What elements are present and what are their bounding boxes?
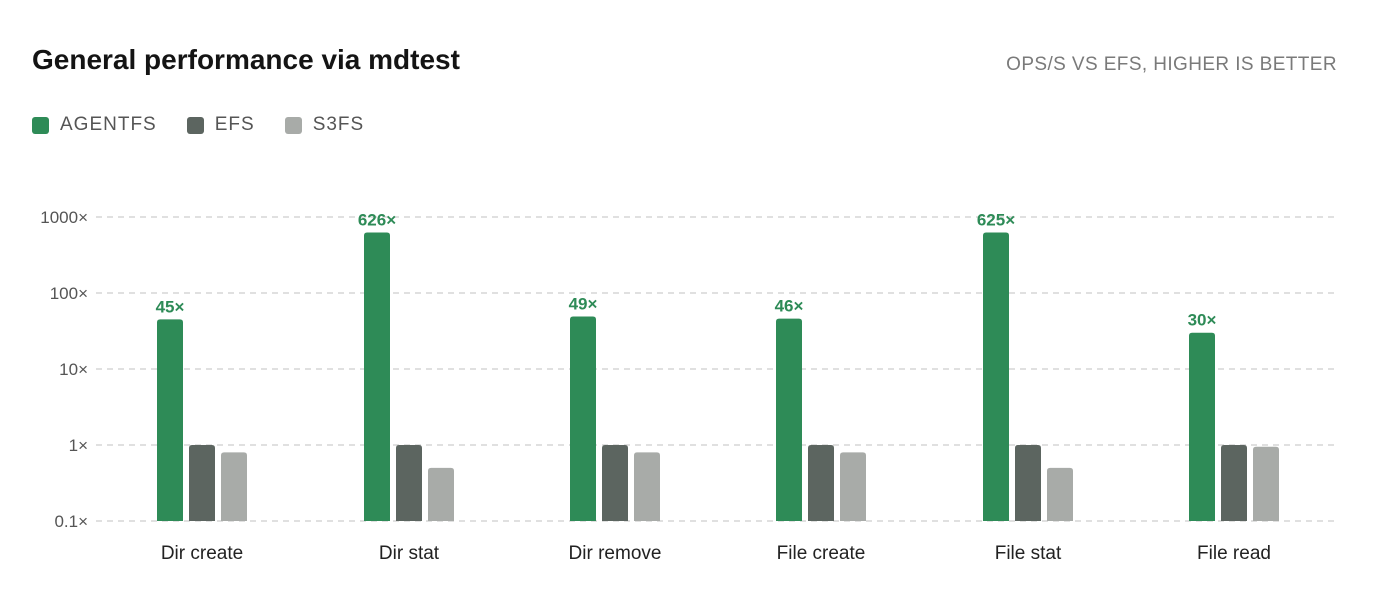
bar-s3fs [428, 467, 454, 521]
bar-efs [396, 445, 422, 521]
legend-label-efs: EFS [214, 114, 255, 135]
bar-s3fs [1253, 446, 1279, 521]
data-label: 49× [569, 295, 598, 314]
bar-s3fs [1047, 467, 1073, 521]
x-category-label: File create [777, 543, 866, 564]
legend: AGENTFS EFS S3FS [32, 114, 364, 136]
x-category-label: Dir remove [569, 543, 662, 564]
bar-efs [189, 445, 215, 521]
bar-agentfs [1189, 332, 1215, 521]
bar-efs [1221, 445, 1247, 521]
bar-s3fs [840, 452, 866, 521]
legend-swatch-efs [186, 116, 204, 134]
legend-swatch-agentfs [32, 116, 49, 134]
bar-efs [1015, 445, 1041, 521]
bar-agentfs [364, 232, 390, 521]
chart-title: General performance via mdtest [32, 44, 460, 75]
y-tick-label: 10× [59, 360, 88, 379]
legend-item-s3fs: S3FS [284, 114, 365, 136]
y-tick-label: 1000× [40, 208, 88, 227]
data-label: 46× [775, 297, 804, 316]
legend-item-agentfs: AGENTFS [32, 114, 157, 136]
y-tick-label: 0.1× [54, 512, 88, 531]
x-category-label: File read [1197, 543, 1271, 564]
data-label: 625× [977, 211, 1015, 230]
bar-agentfs [157, 319, 183, 521]
y-tick-label: 1× [69, 436, 88, 455]
legend-label-agentfs: AGENTFS [60, 114, 157, 135]
bar-efs [602, 445, 628, 521]
x-category-label: Dir create [161, 543, 243, 564]
bar-agentfs [570, 316, 596, 521]
bar-efs [808, 445, 834, 521]
chart-subtitle: OPS/S VS EFS, HIGHER IS BETTER [1006, 54, 1337, 75]
x-category-label: Dir stat [379, 543, 440, 564]
data-label: 626× [358, 210, 396, 229]
data-label: 30× [1188, 311, 1217, 330]
data-label: 45× [156, 297, 185, 316]
x-category-label: File stat [995, 543, 1062, 564]
bar-s3fs [634, 452, 660, 521]
bar-s3fs [221, 452, 247, 521]
legend-label-s3fs: S3FS [312, 114, 365, 135]
bar-agentfs [776, 318, 802, 521]
legend-swatch-s3fs [284, 116, 302, 134]
y-tick-label: 100× [50, 284, 88, 303]
legend-item-efs: EFS [186, 114, 255, 136]
bar-agentfs [983, 232, 1009, 521]
